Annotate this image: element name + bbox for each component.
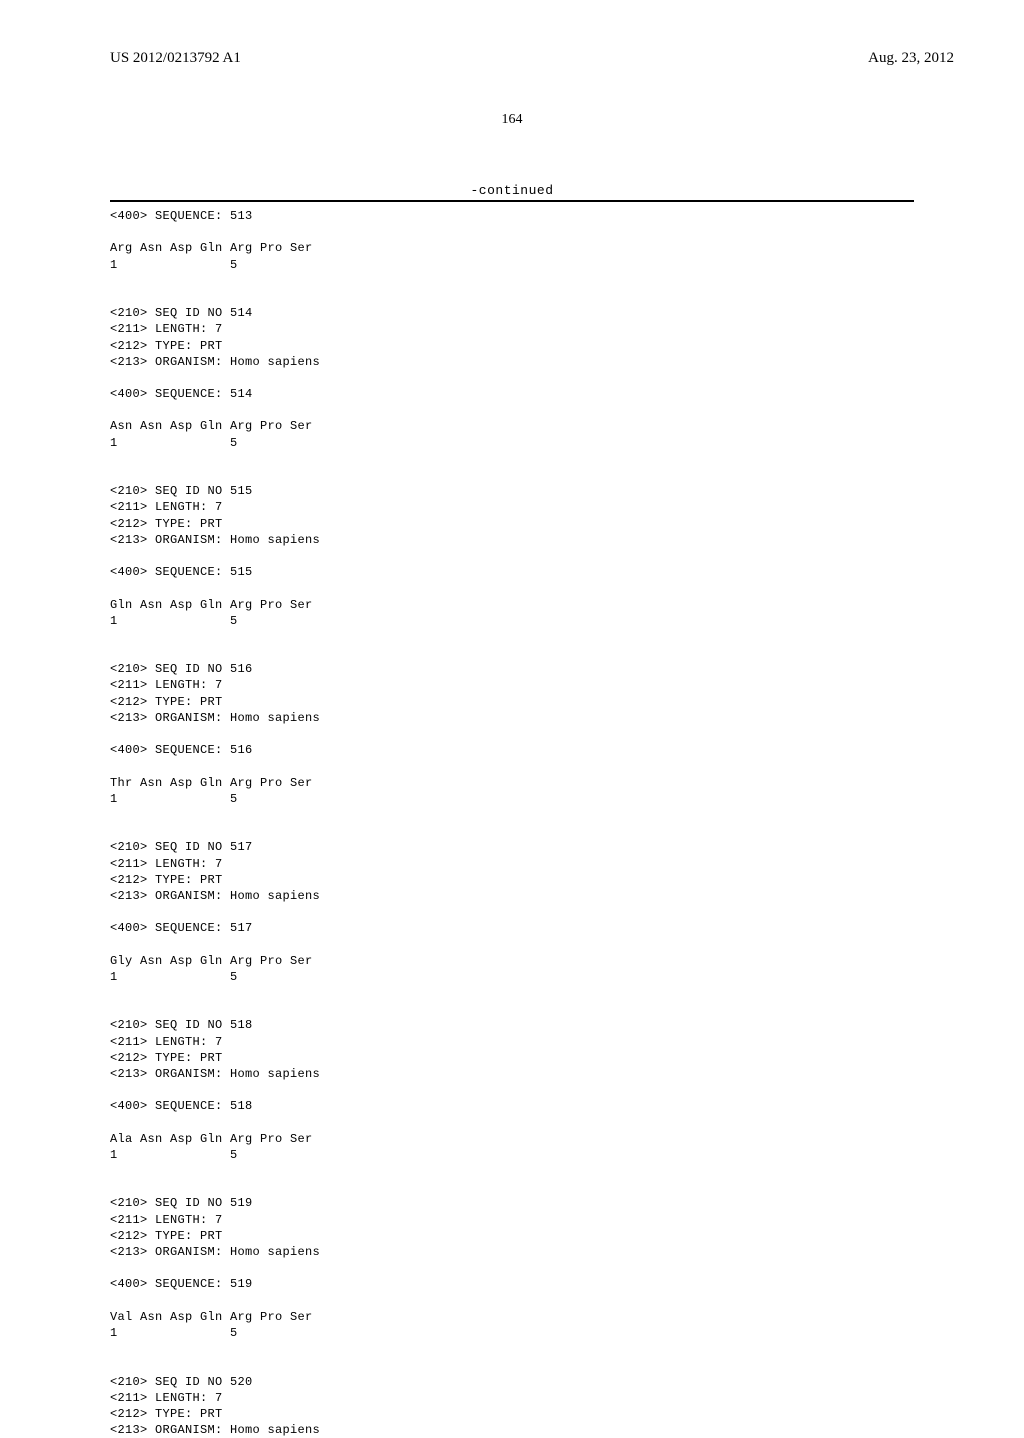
seq-210: <210> SEQ ID NO 517 [110, 840, 253, 854]
seq-212: <212> TYPE: PRT [110, 1229, 223, 1243]
peptide-sequence: Ala Asn Asp Gln Arg Pro Ser [110, 1132, 313, 1146]
seq-210: <210> SEQ ID NO 516 [110, 662, 253, 676]
seq-400: <400> SEQUENCE: 517 [110, 921, 253, 935]
position-markers: 1 5 [110, 792, 238, 806]
publication-number: US 2012/0213792 A1 [110, 50, 241, 67]
publication-date: Aug. 23, 2012 [868, 50, 954, 67]
seq-211: <211> LENGTH: 7 [110, 322, 223, 336]
seq-210: <210> SEQ ID NO 514 [110, 306, 253, 320]
seq-212: <212> TYPE: PRT [110, 517, 223, 531]
horizontal-rule [110, 200, 914, 202]
seq-400: <400> SEQUENCE: 518 [110, 1099, 253, 1113]
seq-210: <210> SEQ ID NO 515 [110, 484, 253, 498]
seq-213: <213> ORGANISM: Homo sapiens [110, 1245, 320, 1259]
seq-400: <400> SEQUENCE: 516 [110, 743, 253, 757]
seq-211: <211> LENGTH: 7 [110, 678, 223, 692]
seq-213: <213> ORGANISM: Homo sapiens [110, 711, 320, 725]
position-markers: 1 5 [110, 1148, 238, 1162]
seq-212: <212> TYPE: PRT [110, 873, 223, 887]
continued-section: -continued [110, 183, 914, 202]
peptide-sequence: Arg Asn Asp Gln Arg Pro Ser [110, 241, 313, 255]
seq-211: <211> LENGTH: 7 [110, 1213, 223, 1227]
peptide-sequence: Val Asn Asp Gln Arg Pro Ser [110, 1310, 313, 1324]
seq-210: <210> SEQ ID NO 518 [110, 1018, 253, 1032]
seq-400: <400> SEQUENCE: 513 [110, 209, 253, 223]
seq-213: <213> ORGANISM: Homo sapiens [110, 1423, 320, 1437]
position-markers: 1 5 [110, 614, 238, 628]
seq-213: <213> ORGANISM: Homo sapiens [110, 889, 320, 903]
position-markers: 1 5 [110, 436, 238, 450]
position-markers: 1 5 [110, 258, 238, 272]
seq-212: <212> TYPE: PRT [110, 1051, 223, 1065]
page-number: 164 [0, 112, 1024, 128]
seq-211: <211> LENGTH: 7 [110, 857, 223, 871]
seq-213: <213> ORGANISM: Homo sapiens [110, 1067, 320, 1081]
seq-210: <210> SEQ ID NO 519 [110, 1196, 253, 1210]
position-markers: 1 5 [110, 970, 238, 984]
seq-213: <213> ORGANISM: Homo sapiens [110, 355, 320, 369]
seq-213: <213> ORGANISM: Homo sapiens [110, 533, 320, 547]
peptide-sequence: Gln Asn Asp Gln Arg Pro Ser [110, 598, 313, 612]
seq-210: <210> SEQ ID NO 520 [110, 1375, 253, 1389]
seq-400: <400> SEQUENCE: 515 [110, 565, 253, 579]
peptide-sequence: Asn Asn Asp Gln Arg Pro Ser [110, 419, 313, 433]
peptide-sequence: Gly Asn Asp Gln Arg Pro Ser [110, 954, 313, 968]
seq-212: <212> TYPE: PRT [110, 1407, 223, 1421]
seq-400: <400> SEQUENCE: 514 [110, 387, 253, 401]
seq-212: <212> TYPE: PRT [110, 695, 223, 709]
seq-211: <211> LENGTH: 7 [110, 500, 223, 514]
sequence-listing: <400> SEQUENCE: 513 Arg Asn Asp Gln Arg … [0, 202, 1024, 1438]
seq-211: <211> LENGTH: 7 [110, 1391, 223, 1405]
page-header: US 2012/0213792 A1 Aug. 23, 2012 [0, 0, 1024, 67]
seq-211: <211> LENGTH: 7 [110, 1035, 223, 1049]
peptide-sequence: Thr Asn Asp Gln Arg Pro Ser [110, 776, 313, 790]
position-markers: 1 5 [110, 1326, 238, 1340]
continued-label: -continued [110, 183, 914, 198]
seq-212: <212> TYPE: PRT [110, 339, 223, 353]
seq-400: <400> SEQUENCE: 519 [110, 1277, 253, 1291]
